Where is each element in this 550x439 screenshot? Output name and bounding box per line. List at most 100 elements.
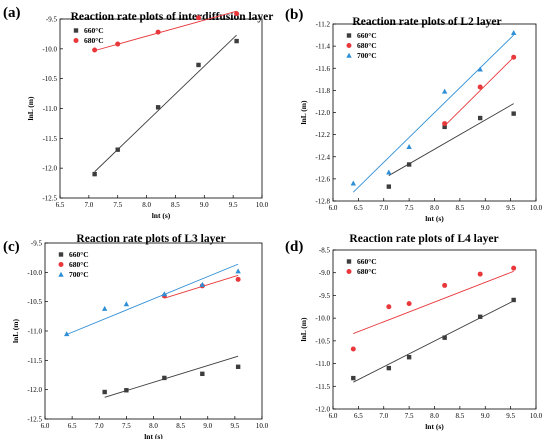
x-axis-label: lnt (s) xyxy=(425,422,444,431)
x-tick-label: 9.5 xyxy=(231,422,240,430)
data-point xyxy=(199,281,206,287)
y-axis-label: lnL (m) xyxy=(299,100,308,124)
x-tick-label: 7.0 xyxy=(95,422,104,430)
y-tick-label: -10.0 xyxy=(315,315,330,323)
y-tick-label: -11.0 xyxy=(43,105,58,113)
y-tick-label: -11.0 xyxy=(316,360,331,368)
y-tick-label: -11.8 xyxy=(316,87,331,95)
series-680 xyxy=(92,10,240,53)
data-point xyxy=(115,41,121,47)
data-point xyxy=(161,291,168,297)
x-tick-label: 7.0 xyxy=(84,201,93,209)
x-tick-label: 9.0 xyxy=(200,201,209,209)
data-point xyxy=(510,30,517,36)
x-tick-label: 8.0 xyxy=(430,412,439,420)
data-point xyxy=(442,121,448,127)
data-point xyxy=(386,304,392,310)
y-tick-label: -9.5 xyxy=(319,292,331,300)
y-tick-label: -10.5 xyxy=(42,75,57,83)
fit-line xyxy=(66,263,239,335)
fit-line xyxy=(353,300,514,383)
data-point xyxy=(196,62,201,68)
fit-line xyxy=(353,270,514,335)
x-tick-label: 9.0 xyxy=(481,412,490,420)
x-tick-label: 9.0 xyxy=(203,422,212,430)
data-point xyxy=(477,84,483,90)
series-660 xyxy=(386,103,516,189)
x-tick-label: 8.0 xyxy=(430,204,439,212)
x-tick-label: 9.5 xyxy=(506,204,515,212)
legend-marker xyxy=(58,252,64,257)
data-point xyxy=(442,282,448,288)
y-tick-label: -10.0 xyxy=(27,269,42,277)
data-point xyxy=(64,331,70,337)
data-point xyxy=(234,38,239,44)
data-point xyxy=(386,169,392,175)
x-tick-label: 8.5 xyxy=(176,422,185,430)
data-point xyxy=(477,66,483,72)
panel-label: (d) xyxy=(285,239,303,255)
legend-entry: 660°C xyxy=(69,250,89,259)
x-tick-label: 10.0 xyxy=(530,204,543,212)
x-tick-label: 9.0 xyxy=(481,204,490,212)
x-tick-label: 7.0 xyxy=(379,412,388,420)
data-point xyxy=(386,184,392,189)
y-tick-label: -11.5 xyxy=(316,383,331,391)
legend-marker xyxy=(58,271,64,277)
plot-frame xyxy=(59,18,263,199)
y-tick-label: -11.4 xyxy=(316,43,331,51)
x-axis-label: lnt (s) xyxy=(152,211,171,220)
data-point xyxy=(124,388,129,393)
y-tick-label: -12.0 xyxy=(27,386,42,394)
legend-entry: 660°C xyxy=(357,31,377,40)
chart-panel-d: (d) Reaction rate plots of L4 layer 6.0 6.5… xyxy=(285,233,543,431)
x-tick-label: 6.5 xyxy=(354,204,363,212)
data-point xyxy=(442,124,447,130)
y-tick-label: -11.0 xyxy=(28,328,43,336)
data-point xyxy=(477,115,483,121)
chart-title: Reaction rate plots of interdiffusion la… xyxy=(71,11,274,23)
y-tick-label: -9.0 xyxy=(319,269,331,277)
data-point xyxy=(441,88,448,94)
data-point xyxy=(511,54,517,60)
x-tick-label: 7.5 xyxy=(122,422,131,430)
y-tick-label: -11.5 xyxy=(43,135,58,143)
data-point xyxy=(102,389,107,395)
data-point xyxy=(155,29,161,35)
y-tick-label: -12.4 xyxy=(315,153,330,161)
x-tick-label: 6.5 xyxy=(56,201,65,209)
chart-panel-c: (c) Reaction rate plots of L3 layer 6.0 6.5… xyxy=(3,233,269,439)
y-tick-label: -10.5 xyxy=(315,337,330,345)
y-tick-label: -9.5 xyxy=(46,16,58,24)
data-point xyxy=(511,111,516,116)
legend-entry: 660°C xyxy=(357,257,377,266)
legend-entry: 680°C xyxy=(357,41,377,50)
x-tick-label: 6.0 xyxy=(329,412,338,420)
y-tick-label: -12.0 xyxy=(315,406,330,414)
data-point xyxy=(92,171,97,177)
data-point xyxy=(442,335,447,340)
chart-panel-b: (b) Reaction rate plots of L2 layer 6.0 6.5… xyxy=(285,7,543,223)
y-tick-label: -12.6 xyxy=(315,175,330,183)
data-point xyxy=(350,180,356,186)
legend-marker xyxy=(346,259,352,264)
x-tick-label: 7.0 xyxy=(379,204,388,212)
x-tick-label: 7.5 xyxy=(405,412,414,420)
data-point xyxy=(511,265,517,271)
x-tick-label: 8.0 xyxy=(149,422,158,430)
data-point xyxy=(92,47,98,53)
data-point xyxy=(235,364,241,369)
fit-line xyxy=(352,34,514,193)
data-point xyxy=(155,105,161,110)
data-point xyxy=(477,271,483,277)
panel-label: (b) xyxy=(285,7,303,23)
y-tick-label: -9.5 xyxy=(31,240,43,248)
x-axis-label: lnt (s) xyxy=(425,214,444,223)
chart-title: Reaction rate plots of L3 layer xyxy=(76,233,225,245)
y-tick-label: -10.0 xyxy=(42,45,57,53)
y-tick-label: -12.2 xyxy=(315,131,330,139)
series-660 xyxy=(351,297,516,383)
data-point xyxy=(235,268,241,274)
y-tick-label: -12.8 xyxy=(315,198,330,206)
series-660 xyxy=(92,34,239,177)
